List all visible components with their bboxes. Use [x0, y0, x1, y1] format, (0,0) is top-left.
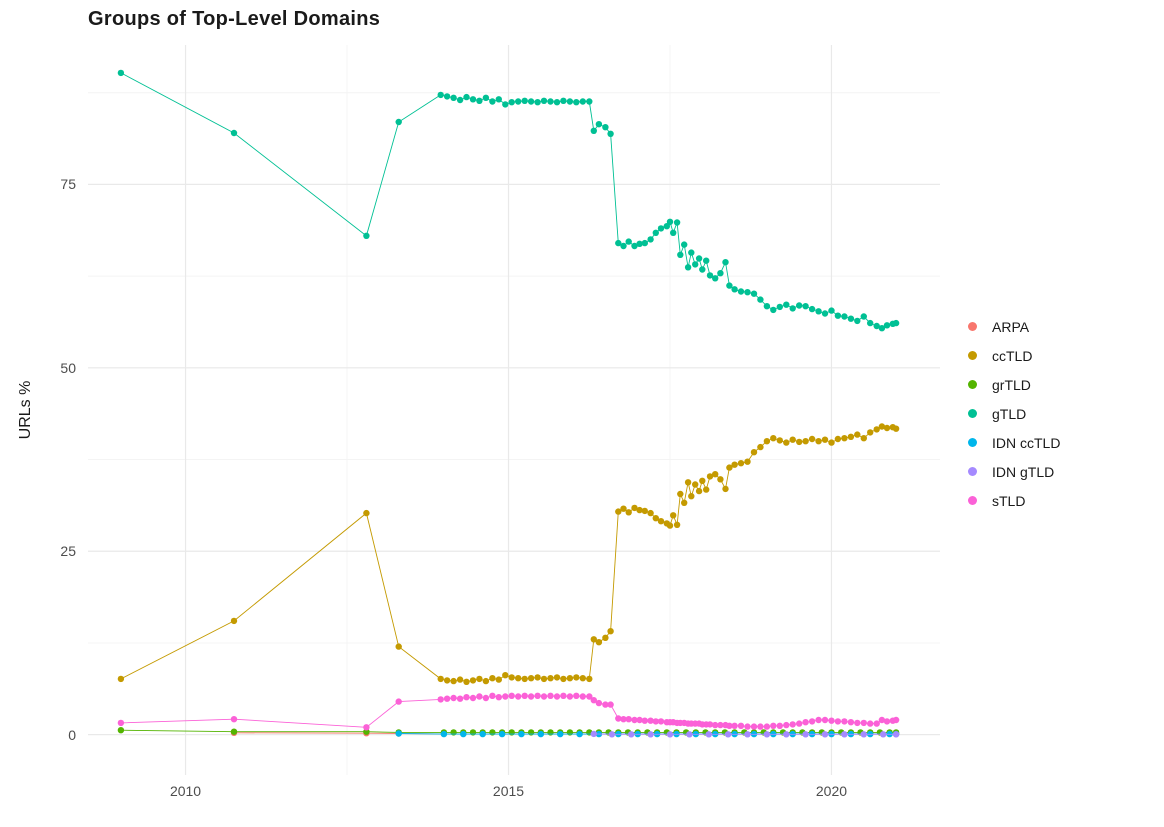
- legend-label-idn-gtld: IDN gTLD: [992, 463, 1055, 480]
- y-tick-label: 0: [68, 726, 76, 743]
- legend-label-cctld: ccTLD: [992, 347, 1033, 364]
- legend-item-grtld: grTLD: [968, 377, 1060, 393]
- legend-dot-cctld: [968, 351, 977, 360]
- legend-item-idn-cctld: IDN ccTLD: [968, 435, 1060, 451]
- legend-label-grtld: grTLD: [992, 376, 1031, 393]
- legend-dot-grtld: [968, 380, 977, 389]
- legend-dot-stld: [968, 496, 977, 505]
- legend-label-arpa: ARPA: [992, 318, 1030, 335]
- legend-label-stld: sTLD: [992, 492, 1026, 509]
- legend-label-idn-cctld: IDN ccTLD: [992, 434, 1061, 451]
- x-tick-label: 2015: [492, 783, 525, 799]
- legend-dot-idn-gtld: [968, 467, 977, 476]
- legend-label-gtld: gTLD: [992, 405, 1027, 422]
- legend-item-gtld: gTLD: [968, 406, 1060, 422]
- y-tick-label: 25: [60, 543, 76, 560]
- plot-panel: [88, 45, 940, 775]
- legend-item-arpa: ARPA: [968, 319, 1060, 335]
- legend-dot-gtld: [968, 409, 977, 418]
- legend-dot-idn-cctld: [968, 438, 977, 447]
- legend-item-stld: sTLD: [968, 493, 1060, 509]
- legend-item-idn-gtld: IDN gTLD: [968, 464, 1060, 480]
- y-tick-label: 50: [60, 359, 76, 376]
- x-tick-label: 2010: [169, 783, 202, 799]
- y-axis-title: URLs %: [17, 380, 34, 440]
- chart-title: Groups of Top-Level Domains: [88, 8, 381, 30]
- y-tick-label: 75: [60, 176, 76, 193]
- x-tick-label: 2020: [815, 783, 848, 799]
- plot-area: [88, 45, 940, 775]
- legend-dot-arpa: [968, 322, 977, 331]
- legend: ARPA ccTLD grTLD gTLD IDN ccTLD IDN gTLD…: [968, 0, 1060, 827]
- legend-item-cctld: ccTLD: [968, 348, 1060, 364]
